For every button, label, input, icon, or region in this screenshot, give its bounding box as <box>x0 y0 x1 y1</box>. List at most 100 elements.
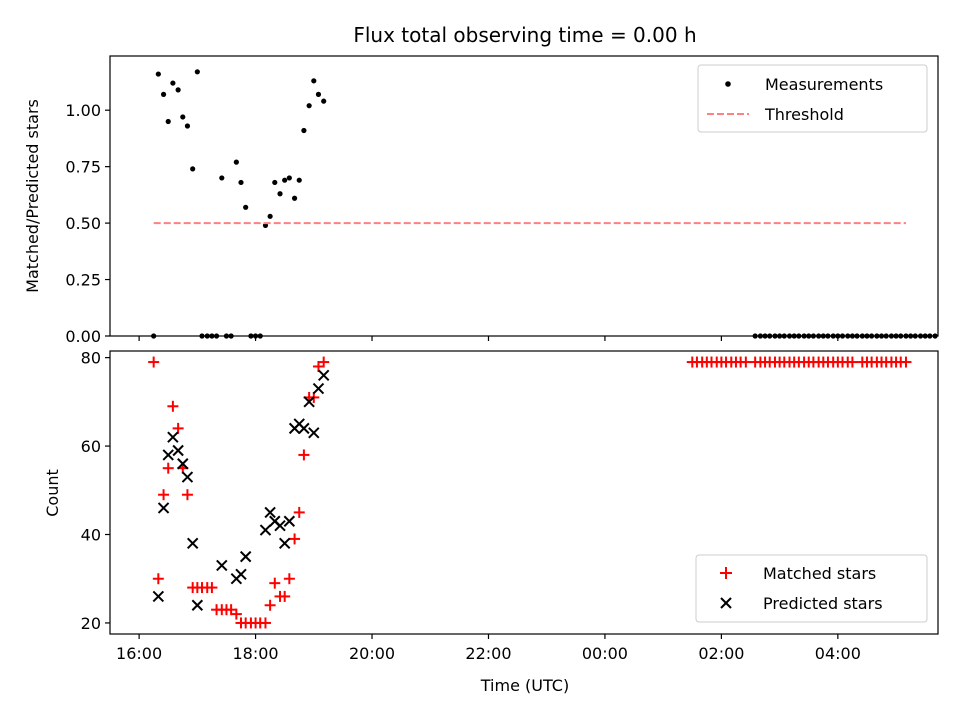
data-point <box>283 515 296 527</box>
data-point <box>180 114 186 120</box>
data-point <box>267 213 273 219</box>
data-point <box>293 506 305 518</box>
data-point <box>296 177 302 183</box>
data-point <box>152 573 164 585</box>
data-point <box>279 590 291 602</box>
data-point <box>272 179 278 186</box>
x-tick-label: 20:00 <box>349 644 395 663</box>
y-tick-label: 0.25 <box>65 271 101 290</box>
data-point <box>181 489 193 501</box>
y-tick-label: 20 <box>81 614 101 633</box>
x-tick-label: 02:00 <box>698 644 744 663</box>
data-point <box>269 577 281 589</box>
data-point <box>155 71 161 77</box>
y-tick-label: 60 <box>81 437 101 456</box>
data-point <box>172 422 184 434</box>
y-tick-label: 40 <box>81 526 101 545</box>
data-point <box>317 369 330 382</box>
bottom-panel: 20 40 60 80 16:00 18:00 20:00 22:00 00:00 02:00 04… <box>81 349 861 663</box>
data-point <box>172 444 184 457</box>
data-point <box>298 422 310 435</box>
y-tick-label: 0.00 <box>65 327 101 346</box>
data-point <box>191 599 204 611</box>
data-point <box>286 175 292 181</box>
data-point <box>181 471 194 483</box>
data-point <box>238 179 244 186</box>
x-tick-label: 22:00 <box>465 644 511 663</box>
data-point <box>206 582 218 594</box>
data-point <box>186 537 199 550</box>
x-tick-label: 18:00 <box>233 644 279 663</box>
data-point <box>235 568 247 581</box>
y-tick-label: 0.50 <box>65 214 101 233</box>
data-point <box>219 175 225 181</box>
legend-label-measurements: Measurements <box>765 75 883 94</box>
data-point <box>312 382 325 395</box>
data-point <box>291 195 298 201</box>
series-predicted-stars <box>152 369 330 611</box>
data-point <box>259 524 272 536</box>
data-point <box>315 91 322 97</box>
data-point <box>167 400 179 412</box>
top-plot-frame <box>109 55 939 337</box>
legend-marker-matched-stars <box>720 567 732 579</box>
data-point <box>274 519 286 532</box>
data-point <box>230 608 242 620</box>
x-tick-label: 00:00 <box>582 644 628 663</box>
data-point <box>160 91 167 97</box>
data-point <box>900 356 912 368</box>
data-point <box>216 559 228 572</box>
data-point <box>162 462 174 474</box>
data-point <box>239 550 252 563</box>
data-point <box>264 599 276 611</box>
x-axis-label: Time (UTC) <box>480 676 569 695</box>
data-point <box>152 590 165 603</box>
series-matched-stars <box>148 356 912 629</box>
legend-marker-predicted-stars <box>720 597 732 609</box>
data-point <box>321 98 327 104</box>
chart-title: Flux total observing time = 0.00 h <box>353 23 696 47</box>
data-point <box>165 118 171 125</box>
bottom-legend: Matched stars Predicted stars <box>695 554 928 623</box>
bottom-plot-frame <box>109 350 939 635</box>
data-point <box>162 449 174 461</box>
data-point <box>298 449 310 461</box>
data-point <box>301 127 307 134</box>
bottom-y-axis-label: Count <box>43 469 62 517</box>
data-point <box>148 356 160 368</box>
data-point <box>194 69 200 75</box>
data-point <box>306 103 312 109</box>
data-point <box>177 458 189 470</box>
y-tick-label: 80 <box>81 349 101 368</box>
data-point <box>175 87 181 93</box>
data-point <box>278 537 291 550</box>
data-point <box>318 356 330 368</box>
top-y-axis-label: Matched/Predicted stars <box>23 99 42 293</box>
data-point <box>308 427 320 439</box>
data-point <box>846 356 858 368</box>
data-point <box>243 204 249 210</box>
data-point <box>190 166 196 172</box>
legend-label-threshold: Threshold <box>764 105 844 124</box>
legend-label-predicted-stars: Predicted stars <box>763 594 883 613</box>
top-legend: Measurements Threshold <box>697 64 928 133</box>
data-point <box>277 191 283 197</box>
data-point <box>157 502 170 514</box>
x-tick-label: 16:00 <box>116 644 162 663</box>
y-tick-label: 1.00 <box>65 101 101 120</box>
data-point <box>184 123 191 129</box>
legend-label-matched-stars: Matched stars <box>763 564 876 583</box>
data-point <box>303 396 315 408</box>
data-point <box>740 356 752 368</box>
top-legend-box <box>697 64 928 133</box>
data-point <box>259 617 271 629</box>
data-point <box>283 573 295 585</box>
data-point <box>264 506 276 519</box>
legend-marker-measurements <box>725 81 731 87</box>
x-tick-label: 04:00 <box>815 644 861 663</box>
data-point <box>233 159 239 165</box>
data-point <box>167 431 179 443</box>
data-point <box>170 80 176 86</box>
data-point <box>289 533 301 545</box>
